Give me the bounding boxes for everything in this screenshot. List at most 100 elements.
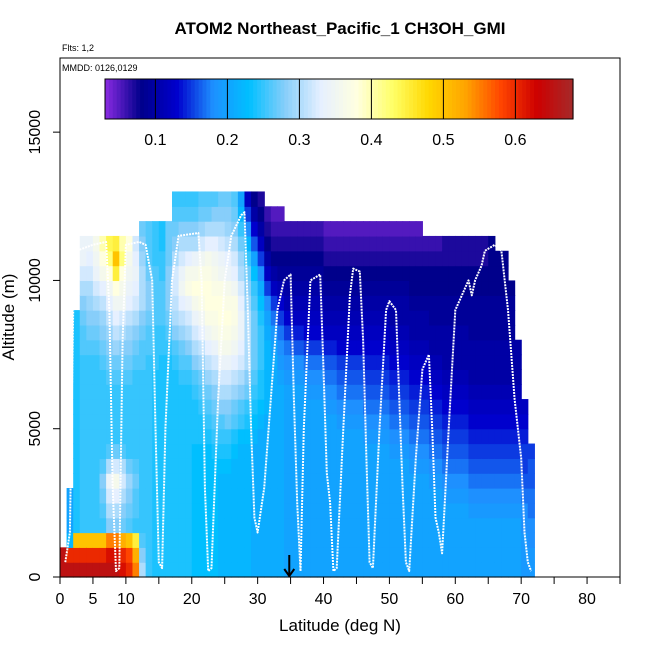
heatmap-cell xyxy=(73,384,81,400)
heatmap-cell xyxy=(237,502,246,519)
heatmap-cell xyxy=(382,235,391,252)
heatmap-cell xyxy=(461,310,470,326)
heatmap-cell xyxy=(481,428,489,445)
heatmap-cell xyxy=(349,458,358,474)
heatmap-cell xyxy=(178,532,186,548)
heatmap-cell xyxy=(79,547,87,563)
heatmap-cell xyxy=(125,428,134,445)
heatmap-cell xyxy=(396,502,404,519)
heatmap-cell xyxy=(435,369,443,385)
heatmap-cell xyxy=(389,488,397,504)
heatmap-cell xyxy=(119,384,127,400)
heatmap-cell xyxy=(521,458,529,474)
heatmap-cell xyxy=(521,488,529,504)
heatmap-cell xyxy=(185,399,193,415)
heatmap-cell xyxy=(270,265,279,282)
heatmap-cell xyxy=(468,488,476,504)
colorbar-swatch xyxy=(420,79,426,119)
y-tick-label: 15000 xyxy=(27,110,44,155)
heatmap-cell xyxy=(79,399,87,415)
colorbar-swatch xyxy=(432,79,438,119)
heatmap-cell xyxy=(165,473,173,489)
heatmap-cell xyxy=(284,443,292,459)
heatmap-cell xyxy=(284,265,292,282)
heatmap-cell xyxy=(178,384,186,400)
heatmap-cell xyxy=(481,310,489,326)
heatmap-cell xyxy=(158,458,167,474)
heatmap-cell xyxy=(125,547,134,563)
heatmap-cell xyxy=(428,324,437,341)
heatmap-cell xyxy=(316,473,325,489)
heatmap-cell xyxy=(297,354,305,370)
colorbar-swatch xyxy=(264,79,270,119)
heatmap-cell xyxy=(422,369,430,385)
heatmap-cell xyxy=(106,473,114,489)
heatmap-cell xyxy=(297,280,305,296)
heatmap-cell xyxy=(363,221,371,237)
heatmap-cell xyxy=(132,354,140,370)
heatmap-cell xyxy=(99,547,107,563)
heatmap-cell xyxy=(165,250,173,267)
heatmap-cell xyxy=(284,221,292,237)
colorbar-swatch xyxy=(553,79,558,119)
heatmap-cell xyxy=(481,339,489,356)
heatmap-cell xyxy=(363,547,371,563)
heatmap-cell xyxy=(191,295,199,311)
heatmap-cell xyxy=(152,517,160,534)
heatmap-cell xyxy=(125,517,134,534)
heatmap-cell xyxy=(92,310,101,326)
heatmap-cell xyxy=(290,310,298,326)
heatmap-cell xyxy=(264,206,272,222)
heatmap-cell xyxy=(270,310,279,326)
heatmap-cell xyxy=(461,295,470,311)
heatmap-cell xyxy=(145,295,153,311)
heatmap-cell xyxy=(165,265,173,282)
heatmap-cell xyxy=(310,428,318,445)
heatmap-cell xyxy=(415,532,423,548)
heatmap-cell xyxy=(264,324,272,341)
heatmap-cell xyxy=(343,502,351,519)
heatmap-cell xyxy=(73,443,81,459)
heatmap-cell xyxy=(376,324,384,341)
heatmap-cell xyxy=(415,250,423,267)
heatmap-cell xyxy=(165,458,173,474)
heatmap-cell xyxy=(316,235,325,252)
heatmap-cell xyxy=(356,399,364,415)
heatmap-cell xyxy=(409,547,417,563)
heatmap-cell xyxy=(99,532,107,548)
heatmap-cell xyxy=(244,532,252,548)
heatmap-cell xyxy=(277,235,285,252)
heatmap-cell xyxy=(396,295,404,311)
heatmap-cell xyxy=(369,221,377,237)
heatmap-cell xyxy=(218,265,226,282)
heatmap-cell xyxy=(251,428,259,445)
heatmap-cell xyxy=(211,191,219,207)
heatmap-cell xyxy=(251,517,259,534)
heatmap-cell xyxy=(132,443,140,459)
heatmap-cell xyxy=(257,206,265,222)
heatmap-cell xyxy=(389,369,397,385)
heatmap-cell xyxy=(297,221,305,237)
heatmap-cell xyxy=(73,428,81,445)
heatmap-cell xyxy=(488,547,496,563)
heatmap-cell xyxy=(191,265,199,282)
heatmap-cell xyxy=(422,250,430,267)
heatmap-cell xyxy=(461,488,470,504)
heatmap-cell xyxy=(284,547,292,563)
heatmap-cell xyxy=(231,502,239,519)
heatmap-cell xyxy=(112,547,120,563)
heatmap-cell xyxy=(73,562,81,578)
heatmap-cell xyxy=(264,502,272,519)
heatmap-cell xyxy=(204,280,213,296)
heatmap-cell xyxy=(448,532,456,548)
heatmap-cell xyxy=(231,547,239,563)
heatmap-cell xyxy=(231,206,239,222)
heatmap-cell xyxy=(185,532,193,548)
heatmap-cell xyxy=(251,280,259,296)
heatmap-cell xyxy=(488,310,496,326)
heatmap-cell xyxy=(461,443,470,459)
heatmap-cell xyxy=(494,250,503,267)
heatmap-cell xyxy=(277,384,285,400)
heatmap-cell xyxy=(402,502,410,519)
heatmap-cell xyxy=(316,443,325,459)
